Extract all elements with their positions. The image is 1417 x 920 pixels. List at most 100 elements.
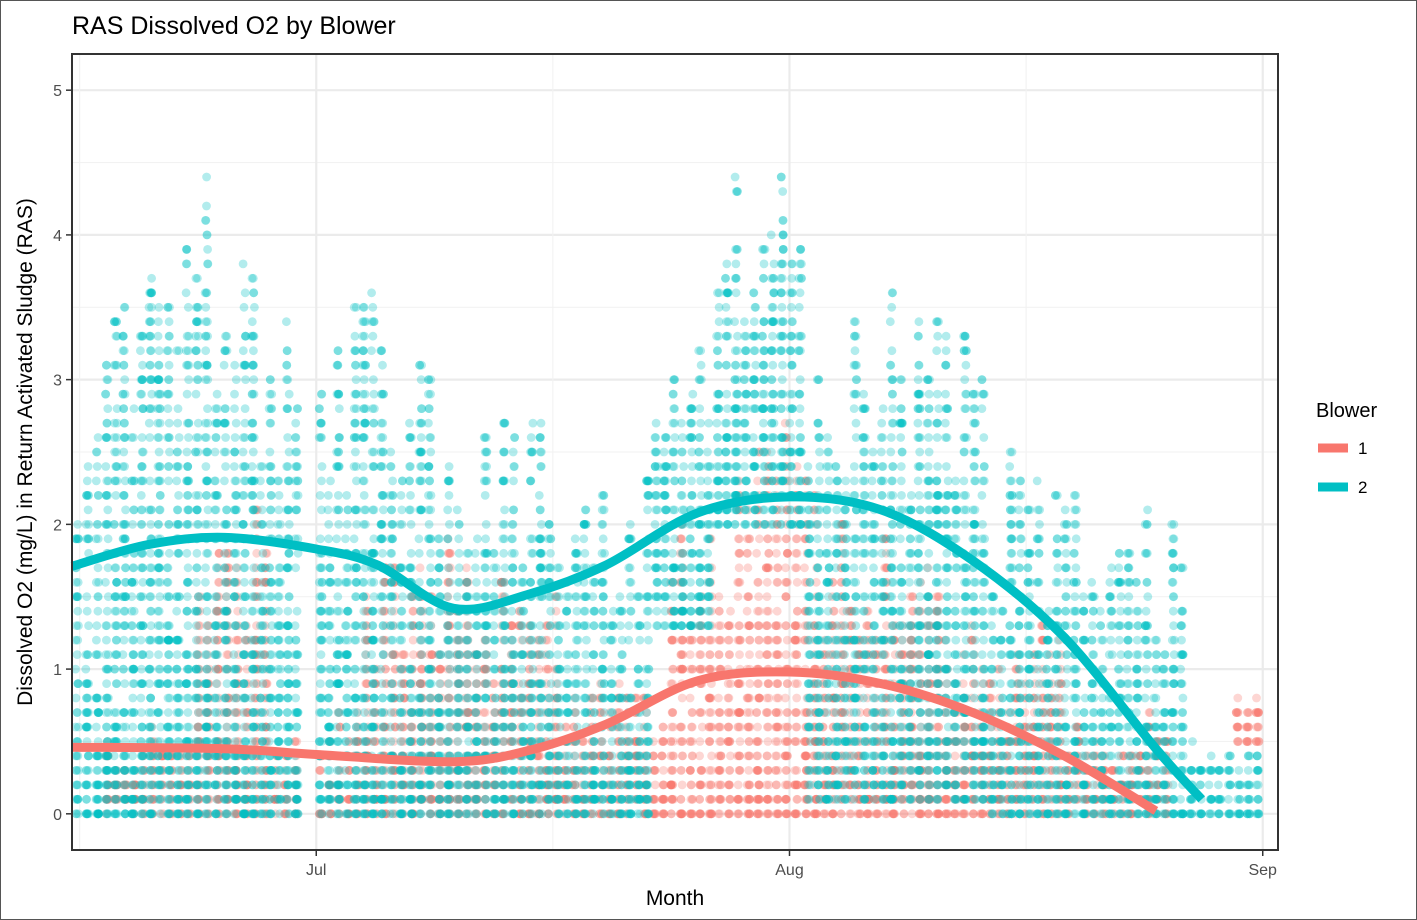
data-point — [155, 476, 165, 486]
data-point — [155, 563, 164, 573]
data-point — [172, 520, 182, 529]
data-point — [763, 809, 773, 819]
data-point — [222, 563, 232, 573]
data-point — [137, 650, 147, 659]
data-point — [111, 809, 121, 819]
data-point — [745, 621, 754, 631]
data-point — [222, 708, 232, 717]
data-point — [119, 751, 129, 761]
data-point — [213, 635, 222, 645]
data-point — [174, 548, 184, 558]
data-point — [195, 635, 205, 645]
data-point — [781, 621, 791, 631]
data-point — [763, 722, 773, 732]
data-point — [127, 577, 137, 587]
data-point — [316, 766, 325, 775]
data-point — [73, 708, 82, 717]
data-point — [164, 751, 174, 761]
data-point — [164, 548, 174, 558]
data-point — [128, 563, 138, 573]
data-point — [102, 491, 111, 500]
data-point — [110, 780, 120, 790]
data-point — [791, 809, 800, 819]
data-point — [204, 621, 213, 631]
data-point — [783, 548, 792, 558]
data-point — [686, 664, 695, 674]
data-point — [120, 780, 130, 790]
data-point — [145, 592, 155, 602]
data-point — [828, 809, 838, 819]
data-point — [148, 809, 158, 819]
data-point — [193, 708, 203, 717]
data-point — [165, 447, 174, 457]
data-point — [1234, 737, 1243, 746]
data-point — [735, 737, 745, 746]
data-point — [203, 708, 213, 717]
data-point — [195, 592, 205, 602]
data-point — [101, 462, 111, 471]
data-point — [195, 664, 204, 674]
data-point — [186, 809, 196, 819]
data-point — [231, 766, 241, 775]
data-point — [222, 650, 232, 659]
data-point — [435, 664, 444, 674]
data-point — [94, 708, 103, 717]
data-point — [213, 606, 223, 616]
data-point — [233, 635, 243, 645]
data-point — [222, 809, 232, 819]
data-point — [164, 375, 174, 384]
data-point — [232, 693, 242, 703]
data-point — [145, 577, 155, 587]
data-point — [174, 809, 183, 819]
data-point — [735, 621, 744, 631]
data-point — [667, 635, 676, 645]
data-point — [138, 751, 148, 761]
data-point — [166, 751, 175, 761]
data-point — [119, 346, 129, 356]
data-point — [754, 635, 764, 645]
data-point — [915, 809, 925, 819]
data-point — [154, 650, 163, 659]
data-point — [166, 809, 176, 819]
data-point — [213, 737, 223, 746]
data-point — [173, 462, 183, 471]
data-point — [128, 635, 138, 645]
data-point — [102, 375, 112, 384]
data-point — [163, 722, 172, 732]
data-point — [101, 389, 110, 399]
data-point — [121, 794, 130, 804]
data-point — [103, 404, 113, 413]
data-point — [791, 708, 801, 717]
data-point — [185, 780, 194, 790]
data-point — [73, 606, 83, 616]
data-point — [120, 375, 130, 384]
data-point — [934, 722, 943, 732]
data-point — [193, 722, 203, 732]
data-point — [110, 418, 119, 428]
data-point — [148, 751, 158, 761]
data-point — [174, 635, 184, 645]
data-point — [205, 693, 215, 703]
data-point — [138, 794, 148, 804]
data-point — [127, 476, 137, 486]
data-point — [222, 751, 232, 761]
data-point — [177, 780, 187, 790]
data-point — [686, 780, 696, 790]
chart-title: RAS Dissolved O2 by Blower — [72, 12, 396, 40]
data-point — [167, 794, 177, 804]
data-point — [222, 722, 232, 732]
data-point — [696, 635, 705, 645]
data-point — [764, 563, 773, 573]
data-point — [213, 664, 223, 674]
data-point — [1252, 693, 1261, 703]
data-point — [153, 418, 163, 428]
data-point — [195, 708, 205, 717]
data-point — [744, 534, 754, 544]
data-point — [102, 722, 112, 732]
data-point — [771, 751, 780, 761]
data-point — [222, 606, 232, 616]
data-point — [91, 722, 101, 732]
data-point — [149, 780, 159, 790]
data-point — [195, 606, 205, 616]
data-point — [145, 679, 154, 688]
